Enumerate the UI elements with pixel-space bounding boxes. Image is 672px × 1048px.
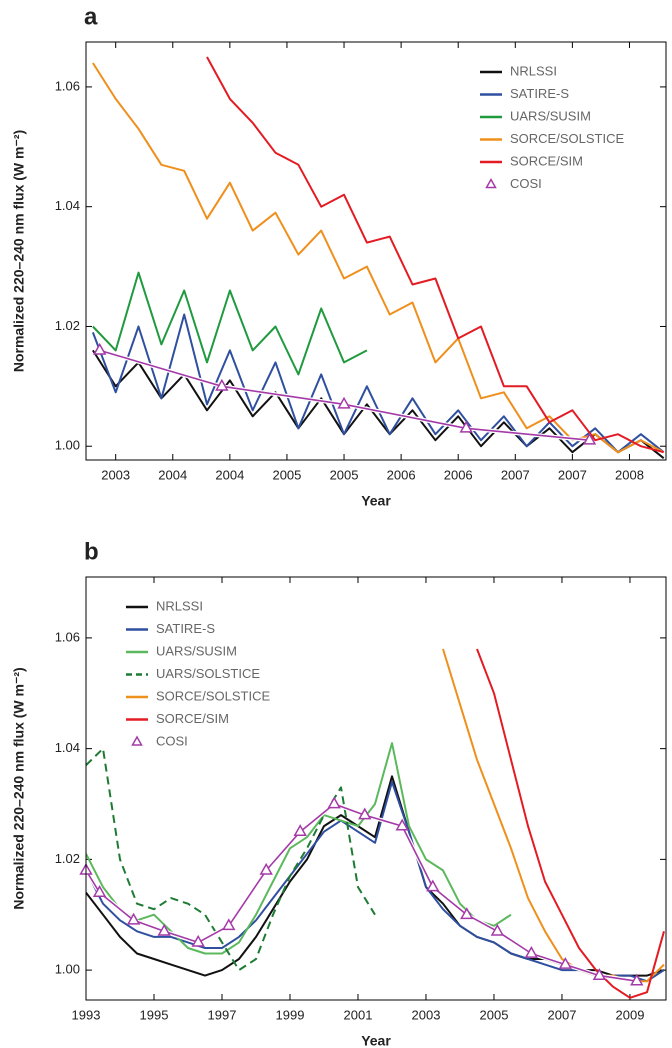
- y-tick-label: 1.00: [55, 962, 80, 977]
- y-tick-label: 1.02: [55, 851, 80, 866]
- x-tick-label: 2003: [412, 1007, 441, 1022]
- x-tick-label: 1995: [140, 1007, 169, 1022]
- cosi-marker: [327, 796, 341, 809]
- cosi-marker: [459, 420, 473, 433]
- series-line: [86, 747, 376, 972]
- plot-frame: [85, 576, 667, 1001]
- plot-area: [86, 648, 665, 999]
- cosi-marker: [222, 918, 236, 931]
- x-tick-label: 2007: [501, 467, 530, 482]
- x-tick-label: 2006: [444, 467, 473, 482]
- cosi-marker: [358, 807, 372, 820]
- series-line: [476, 648, 665, 999]
- series-line: [86, 803, 637, 982]
- cosi-marker: [558, 957, 573, 969]
- legend-label: SORCE/SIM: [156, 711, 229, 726]
- x-tick-label: 1993: [72, 1007, 101, 1022]
- series-line: [99, 349, 590, 441]
- series-line: [92, 349, 665, 459]
- series-line-halo: [99, 348, 590, 443]
- legend-label: NRLSSI: [156, 598, 203, 613]
- cosi-marker: [524, 945, 539, 958]
- legend-label: SORCE/SIM: [510, 153, 583, 168]
- y-tick-label: 1.06: [55, 629, 80, 644]
- cosi-marker: [93, 342, 107, 355]
- x-tick-label: 2005: [330, 467, 359, 482]
- x-tick-label: 2008: [615, 467, 644, 482]
- legend-label: SATIRE-S: [510, 86, 569, 101]
- legend-label: UARS/SUSIM: [156, 643, 237, 658]
- x-tick-label: 2004: [158, 467, 187, 482]
- x-tick-label: 2003: [101, 467, 130, 482]
- x-tick-label: 2007: [548, 1007, 577, 1022]
- series-line: [206, 56, 664, 454]
- y-tick-label: 1.02: [55, 318, 80, 333]
- x-tick-label: 2006: [387, 467, 416, 482]
- cosi-marker: [592, 968, 607, 980]
- cosi-marker: [582, 432, 597, 445]
- series-line: [86, 742, 512, 955]
- legend-label: UARS/SOLSTICE: [156, 666, 260, 681]
- y-axis-title: Normalized 220–240 nm flux (W m⁻²): [11, 130, 27, 372]
- x-tick-label: 2005: [272, 467, 301, 482]
- cosi-marker: [126, 912, 141, 925]
- legend-label: COSI: [510, 176, 542, 191]
- y-axis-title: Normalized 220–240 nm flux (W m⁻²): [11, 667, 27, 909]
- cosi-marker: [293, 824, 307, 837]
- x-tick-label: 2007: [558, 467, 587, 482]
- y-tick-label: 1.06: [55, 78, 80, 93]
- cosi-marker: [426, 879, 440, 892]
- y-tick-label: 1.04: [55, 740, 80, 755]
- y-tick-label: 1.00: [55, 438, 80, 453]
- cosi-marker: [395, 818, 409, 831]
- plot-frame: [85, 41, 667, 461]
- cosi-marker: [157, 923, 171, 936]
- x-tick-label: 2005: [480, 1007, 509, 1022]
- x-tick-label: 1999: [276, 1007, 305, 1022]
- cosi-marker: [191, 934, 205, 947]
- x-tick-label: 2009: [616, 1007, 645, 1022]
- x-tick-label: 2001: [344, 1007, 373, 1022]
- cosi-marker: [630, 973, 644, 986]
- cosi-marker: [259, 862, 273, 875]
- series-line: [442, 648, 665, 983]
- legend-marker: [485, 177, 497, 189]
- series-line: [92, 271, 368, 376]
- panel-label: a: [84, 3, 98, 30]
- legend-label: NRLSSI: [510, 63, 557, 78]
- legend-label: SATIRE-S: [156, 621, 215, 636]
- cosi-marker: [92, 885, 107, 897]
- legend-label: COSI: [156, 733, 188, 748]
- cosi-marker: [460, 907, 474, 920]
- x-tick-label: 2004: [215, 467, 244, 482]
- legend-marker: [131, 735, 143, 746]
- panel-label: b: [84, 538, 99, 565]
- cosi-marker: [215, 378, 229, 391]
- cosi-marker: [490, 923, 505, 936]
- x-axis-title: Year: [361, 1033, 391, 1048]
- legend-label: UARS/SUSIM: [510, 108, 591, 123]
- cosi-marker: [337, 396, 351, 409]
- y-tick-label: 1.04: [55, 198, 80, 213]
- x-axis-title: Year: [361, 493, 391, 509]
- series-line: [91, 313, 665, 454]
- series-line: [86, 780, 665, 983]
- x-tick-label: 1997: [208, 1007, 237, 1022]
- legend-label: SORCE/SOLSTICE: [510, 131, 624, 146]
- legend-label: SORCE/SOLSTICE: [156, 688, 270, 703]
